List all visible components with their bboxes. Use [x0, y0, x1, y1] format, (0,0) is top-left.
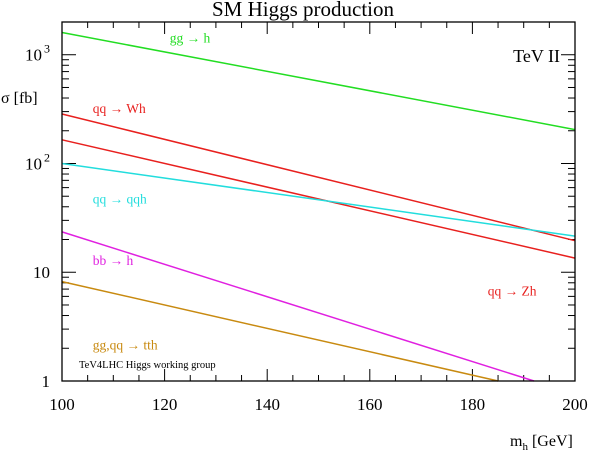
series-label: gg → h	[170, 31, 211, 46]
y-axis-label: σ [fb]	[1, 90, 38, 107]
x-tick-label: 180	[460, 395, 486, 414]
series-line	[61, 139, 576, 259]
series-line	[61, 162, 576, 237]
x-tick-label: 160	[357, 395, 383, 414]
y-tick-label: 1	[42, 372, 51, 391]
x-axis-label-main: m	[510, 433, 523, 450]
y-tick-label: 10	[33, 263, 50, 282]
series-label: qq → Zh	[488, 284, 537, 299]
series-label: gg,qq → tth	[93, 337, 158, 352]
series-label: qq → qqh	[93, 191, 147, 206]
series-line	[61, 231, 535, 382]
x-tick-label: 120	[152, 395, 178, 414]
series-labels: gg → h qq → Wh qq → Zh qq → qqh bb → h gg,qq …	[93, 31, 537, 353]
series-line	[61, 113, 576, 242]
chart-title: SM Higgs production	[212, 0, 395, 21]
y-tick-label: 10 2	[25, 150, 50, 173]
series-label: qq → Wh	[93, 101, 146, 116]
annotation-credit: TeV4LHC Higgs working group	[79, 360, 216, 371]
x-tick-label: 140	[254, 395, 280, 414]
series-line	[61, 31, 576, 131]
annotation-energy: TeV II	[513, 46, 560, 66]
series-lines	[61, 31, 576, 382]
x-axis-label-sub: h	[522, 441, 528, 452]
x-axis-label-unit: [GeV]	[532, 433, 573, 450]
series-label: bb → h	[93, 253, 134, 268]
plot-frame	[61, 21, 576, 382]
series-line	[61, 280, 499, 382]
x-axis-label: mh [GeV]	[510, 433, 573, 452]
x-tick-label: 100	[49, 395, 75, 414]
x-tick-label: 200	[562, 395, 588, 414]
y-tick-label: 10 3	[25, 42, 50, 65]
